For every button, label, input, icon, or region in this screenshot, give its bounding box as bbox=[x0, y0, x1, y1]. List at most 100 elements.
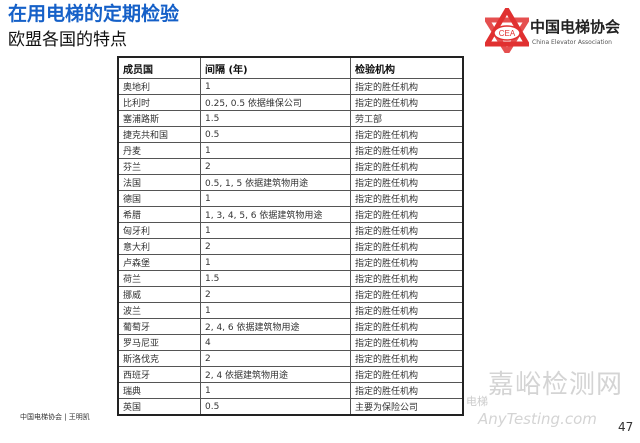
agency-cell: 指定的胜任机构 bbox=[350, 126, 464, 143]
logo-badge-text: CEA bbox=[499, 29, 516, 38]
interval-cell: 2, 4 依据建筑物用途 bbox=[200, 366, 351, 383]
agency-cell: 指定的胜任机构 bbox=[350, 270, 464, 287]
agency-cell: 指定的胜任机构 bbox=[350, 174, 464, 191]
country-cell: 斯洛伐克 bbox=[117, 350, 201, 367]
interval-cell: 0.5, 1, 5 依据建筑物用途 bbox=[200, 174, 351, 191]
country-cell: 捷克共和国 bbox=[117, 126, 201, 143]
table-row: 匈牙利 1 指定的胜任机构 bbox=[117, 222, 464, 239]
table-row: 希腊 1, 3, 4, 5, 6 依据建筑物用途 指定的胜任机构 bbox=[117, 206, 464, 223]
country-cell: 希腊 bbox=[117, 206, 201, 223]
table-row: 法国 0.5, 1, 5 依据建筑物用途 指定的胜任机构 bbox=[117, 174, 464, 191]
interval-cell: 2 bbox=[200, 286, 351, 303]
country-cell: 德国 bbox=[117, 190, 201, 207]
table-row: 比利时 0.25, 0.5 依据维保公司 指定的胜任机构 bbox=[117, 94, 464, 111]
interval-cell: 0.25, 0.5 依据维保公司 bbox=[200, 94, 351, 111]
table-row: 荷兰 1.5 指定的胜任机构 bbox=[117, 270, 464, 287]
cea-star-icon: CEA bbox=[482, 5, 532, 57]
logo-text-en: China Elevator Association bbox=[532, 39, 612, 46]
agency-cell: 指定的胜任机构 bbox=[350, 334, 464, 351]
country-cell: 匈牙利 bbox=[117, 222, 201, 239]
agency-cell: 主要为保险公司 bbox=[350, 398, 464, 416]
agency-cell: 指定的胜任机构 bbox=[350, 142, 464, 159]
agency-cell: 指定的胜任机构 bbox=[350, 206, 464, 223]
slide-title: 在用电梯的定期检验 bbox=[8, 3, 180, 25]
interval-cell: 0.5 bbox=[200, 398, 351, 416]
interval-cell: 1.5 bbox=[200, 270, 351, 287]
country-cell: 丹麦 bbox=[117, 142, 201, 159]
watermark-cn: 嘉峪检测网 bbox=[488, 370, 624, 400]
table-row: 丹麦 1 指定的胜任机构 bbox=[117, 142, 464, 159]
table-row: 捷克共和国 0.5 指定的胜任机构 bbox=[117, 126, 464, 143]
country-cell: 意大利 bbox=[117, 238, 201, 255]
footer-text: 中国电梯协会 | 王明凯 bbox=[20, 413, 90, 421]
agency-cell: 指定的胜任机构 bbox=[350, 254, 464, 271]
table-row: 英国 0.5 主要为保险公司 bbox=[117, 398, 464, 416]
agency-cell: 劳工部 bbox=[350, 110, 464, 127]
agency-cell: 指定的胜任机构 bbox=[350, 286, 464, 303]
country-cell: 西班牙 bbox=[117, 366, 201, 383]
agency-cell: 指定的胜任机构 bbox=[350, 94, 464, 111]
column-header: 成员国 bbox=[117, 56, 201, 79]
country-cell: 葡萄牙 bbox=[117, 318, 201, 335]
agency-cell: 指定的胜任机构 bbox=[350, 318, 464, 335]
interval-cell: 1 bbox=[200, 190, 351, 207]
table-row: 西班牙 2, 4 依据建筑物用途 指定的胜任机构 bbox=[117, 366, 464, 383]
agency-cell: 指定的胜任机构 bbox=[350, 366, 464, 383]
country-cell: 奥地利 bbox=[117, 78, 201, 95]
column-header: 间隔 (年) bbox=[200, 56, 351, 79]
table-row: 芬兰 2 指定的胜任机构 bbox=[117, 158, 464, 175]
table-row: 卢森堡 1 指定的胜任机构 bbox=[117, 254, 464, 271]
interval-cell: 1.5 bbox=[200, 110, 351, 127]
agency-cell: 指定的胜任机构 bbox=[350, 190, 464, 207]
slide-subtitle: 欧盟各国的特点 bbox=[8, 30, 127, 50]
table-row: 波兰 1 指定的胜任机构 bbox=[117, 302, 464, 319]
table-row: 塞浦路斯 1.5 劳工部 bbox=[117, 110, 464, 127]
agency-cell: 指定的胜任机构 bbox=[350, 302, 464, 319]
country-cell: 比利时 bbox=[117, 94, 201, 111]
table-row: 德国 1 指定的胜任机构 bbox=[117, 190, 464, 207]
country-cell: 波兰 bbox=[117, 302, 201, 319]
interval-cell: 4 bbox=[200, 334, 351, 351]
interval-cell: 1 bbox=[200, 254, 351, 271]
agency-cell: 指定的胜任机构 bbox=[350, 222, 464, 239]
country-cell: 芬兰 bbox=[117, 158, 201, 175]
column-header: 检验机构 bbox=[350, 56, 464, 79]
logo-text-cn: 中国电梯协会 bbox=[530, 18, 621, 36]
interval-cell: 1 bbox=[200, 222, 351, 239]
agency-cell: 指定的胜任机构 bbox=[350, 78, 464, 95]
table-row: 挪威 2 指定的胜任机构 bbox=[117, 286, 464, 303]
cea-logo: CEA 中国电梯协会 China Elevator Association bbox=[482, 5, 640, 57]
table-row: 奥地利 1 指定的胜任机构 bbox=[117, 78, 464, 95]
interval-cell: 1 bbox=[200, 302, 351, 319]
interval-cell: 2, 4, 6 依据建筑物用途 bbox=[200, 318, 351, 335]
interval-cell: 1 bbox=[200, 382, 351, 399]
table-header-row: 成员国 间隔 (年) 检验机构 bbox=[117, 56, 464, 79]
agency-cell: 指定的胜任机构 bbox=[350, 350, 464, 367]
interval-cell: 2 bbox=[200, 158, 351, 175]
inspection-table: 成员国 间隔 (年) 检验机构 奥地利 1 指定的胜任机构 比利时 0.25, 0.5 … bbox=[117, 56, 464, 416]
interval-cell: 2 bbox=[200, 350, 351, 367]
country-cell: 法国 bbox=[117, 174, 201, 191]
country-cell: 罗马尼亚 bbox=[117, 334, 201, 351]
watermark-en: AnyTesting.com bbox=[478, 410, 597, 428]
interval-cell: 1 bbox=[200, 142, 351, 159]
interval-cell: 1 bbox=[200, 78, 351, 95]
table-row: 瑞典 1 指定的胜任机构 bbox=[117, 382, 464, 399]
agency-cell: 指定的胜任机构 bbox=[350, 238, 464, 255]
table-row: 斯洛伐克 2 指定的胜任机构 bbox=[117, 350, 464, 367]
country-cell: 荷兰 bbox=[117, 270, 201, 287]
table-row: 罗马尼亚 4 指定的胜任机构 bbox=[117, 334, 464, 351]
table-row: 葡萄牙 2, 4, 6 依据建筑物用途 指定的胜任机构 bbox=[117, 318, 464, 335]
country-cell: 瑞典 bbox=[117, 382, 201, 399]
country-cell: 卢森堡 bbox=[117, 254, 201, 271]
country-cell: 英国 bbox=[117, 398, 201, 416]
page-number: 47 bbox=[618, 420, 634, 434]
interval-cell: 0.5 bbox=[200, 126, 351, 143]
interval-cell: 2 bbox=[200, 238, 351, 255]
agency-cell: 指定的胜任机构 bbox=[350, 158, 464, 175]
country-cell: 塞浦路斯 bbox=[117, 110, 201, 127]
country-cell: 挪威 bbox=[117, 286, 201, 303]
watermark-tag: 电梯 bbox=[466, 395, 488, 408]
agency-cell: 指定的胜任机构 bbox=[350, 382, 464, 399]
interval-cell: 1, 3, 4, 5, 6 依据建筑物用途 bbox=[200, 206, 351, 223]
